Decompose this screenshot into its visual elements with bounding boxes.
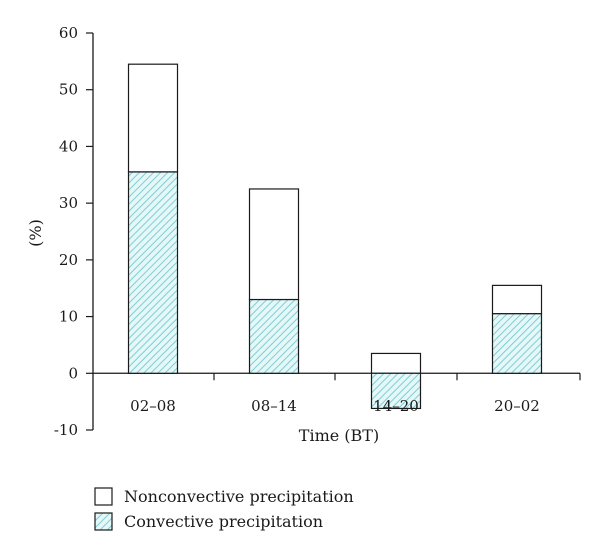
y-tick-label: 40: [59, 137, 78, 155]
legend: Nonconvective precipitation Convective pr…: [94, 487, 354, 531]
bar-nonconvective: [248, 188, 300, 301]
y-tick-label: 30: [59, 194, 78, 212]
bar-convective: [127, 171, 179, 374]
x-tick-label: 20–02: [494, 397, 540, 415]
y-axis-title: (%): [26, 219, 45, 247]
bar-nonconvective: [491, 284, 543, 315]
y-tick-label: -10: [54, 421, 78, 439]
bar-nonconvective: [370, 352, 422, 374]
bar-convective: [248, 298, 300, 374]
bar-convective: [370, 372, 422, 410]
bar-convective: [491, 313, 543, 374]
x-axis-title: Time (BT): [299, 426, 379, 445]
y-tick-label: 20: [59, 251, 78, 269]
y-tick-label: 10: [59, 308, 78, 326]
y-tick-label: 60: [59, 24, 78, 42]
legend-label: Nonconvective precipitation: [124, 487, 354, 506]
y-tick-label: 50: [59, 81, 78, 99]
x-tick-label: 14–20: [373, 397, 419, 415]
x-tick-label: 02–08: [130, 397, 176, 415]
legend-label: Convective precipitation: [124, 512, 323, 531]
y-tick-label: 0: [68, 364, 78, 382]
x-tick-label: 08–14: [251, 397, 297, 415]
bar-nonconvective: [127, 63, 179, 173]
plot-area: -10 0 10 20 30 40 50 60 02–08 08–14 14–20 20–02 Time…: [26, 24, 581, 445]
legend-swatch: [94, 487, 113, 506]
legend-swatch: [94, 512, 113, 531]
